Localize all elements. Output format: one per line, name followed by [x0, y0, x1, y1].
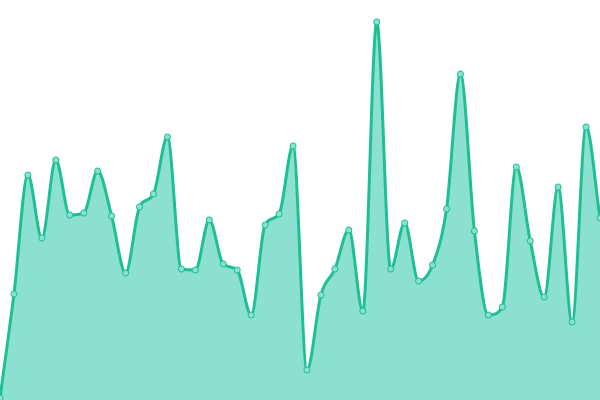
data-point: [66, 211, 74, 219]
data-point: [596, 214, 600, 222]
data-point: [345, 226, 353, 234]
data-point: [470, 227, 478, 235]
data-point: [94, 167, 102, 175]
data-point: [38, 234, 46, 242]
data-point: [317, 291, 325, 299]
data-point: [498, 303, 506, 311]
data-point: [191, 266, 199, 274]
data-point: [484, 311, 492, 319]
data-point: [205, 216, 213, 224]
data-point: [80, 209, 88, 217]
data-point: [247, 311, 255, 319]
data-point: [526, 237, 534, 245]
data-point: [582, 123, 590, 131]
data-point: [443, 205, 451, 213]
data-point: [52, 156, 60, 164]
data-point: [149, 190, 157, 198]
data-point: [0, 394, 4, 400]
data-point: [233, 266, 241, 274]
data-point: [10, 290, 18, 298]
data-point: [554, 183, 562, 191]
data-point: [163, 133, 171, 141]
data-point: [108, 212, 116, 220]
data-point: [24, 171, 32, 179]
data-point: [261, 221, 269, 229]
data-point: [177, 265, 185, 273]
area-fill: [0, 22, 600, 400]
data-point: [303, 366, 311, 374]
data-points: [0, 18, 600, 400]
data-point: [456, 70, 464, 78]
data-point: [136, 203, 144, 211]
data-point: [415, 277, 423, 285]
data-point: [512, 163, 520, 171]
data-point: [387, 265, 395, 273]
data-point: [359, 307, 367, 315]
data-point: [373, 18, 381, 26]
data-point: [540, 293, 548, 301]
data-point: [401, 219, 409, 227]
data-point: [429, 261, 437, 269]
data-point: [568, 318, 576, 326]
data-point: [289, 142, 297, 150]
data-point: [331, 265, 339, 273]
data-point: [219, 260, 227, 268]
data-point: [275, 210, 283, 218]
data-point: [122, 269, 130, 277]
